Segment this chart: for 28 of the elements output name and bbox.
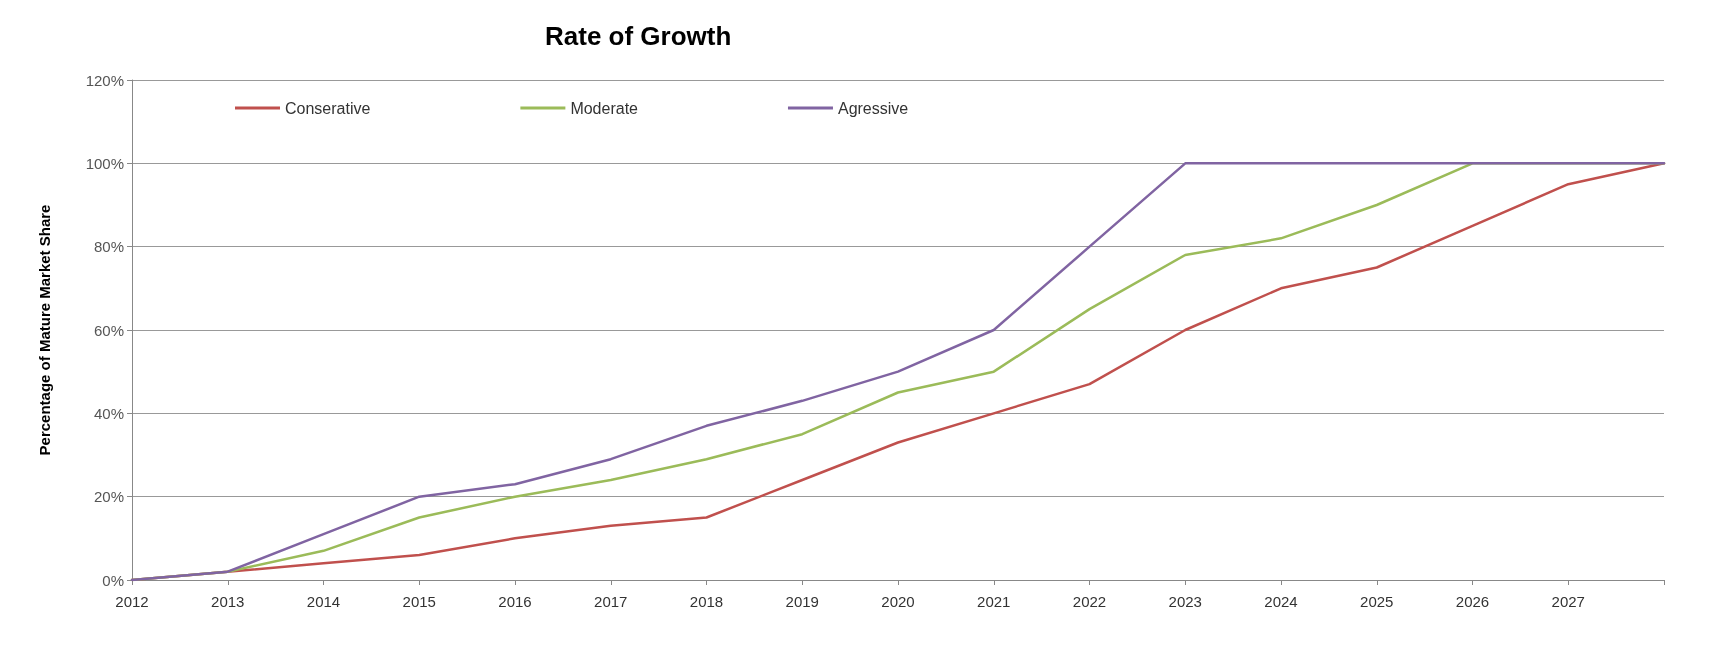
legend-label: Moderate — [570, 99, 639, 117]
x-tick-label: 2018 — [689, 593, 724, 610]
legend-label: Agressive — [837, 99, 909, 117]
y-tick-label: 120% — [85, 71, 124, 89]
x-tick-label: 2024 — [1264, 593, 1298, 610]
x-tick-label: 2021 — [977, 593, 1011, 610]
y-axis-title: Percentage of Mature Market Share — [36, 204, 53, 456]
x-tick-label: 2022 — [1072, 593, 1107, 610]
x-tick-label: 2014 — [306, 593, 341, 610]
x-tick-label: 2012 — [115, 593, 149, 610]
y-tick-label: 0% — [102, 571, 124, 589]
x-tick-label: 2020 — [881, 593, 915, 610]
x-tick-label: 2016 — [498, 593, 532, 610]
y-tick-label: 40% — [93, 404, 124, 422]
x-tick-label: 2019 — [785, 593, 819, 610]
x-tick-label: 2025 — [1360, 593, 1394, 610]
x-tick-label: 2013 — [211, 593, 245, 610]
y-tick-label: 20% — [93, 488, 124, 506]
x-tick-label: 2023 — [1168, 593, 1202, 610]
y-tick-label: 100% — [85, 154, 124, 172]
chart-title: Rate of Growth — [545, 21, 732, 51]
y-tick-label: 80% — [93, 238, 124, 256]
x-tick-label: 2027 — [1551, 593, 1585, 610]
legend-label: Conserative — [285, 99, 371, 117]
x-tick-label: 2026 — [1455, 593, 1490, 610]
y-tick-label: 60% — [93, 321, 124, 339]
x-tick-label: 2015 — [402, 593, 436, 610]
x-tick-label: 2017 — [594, 593, 628, 610]
